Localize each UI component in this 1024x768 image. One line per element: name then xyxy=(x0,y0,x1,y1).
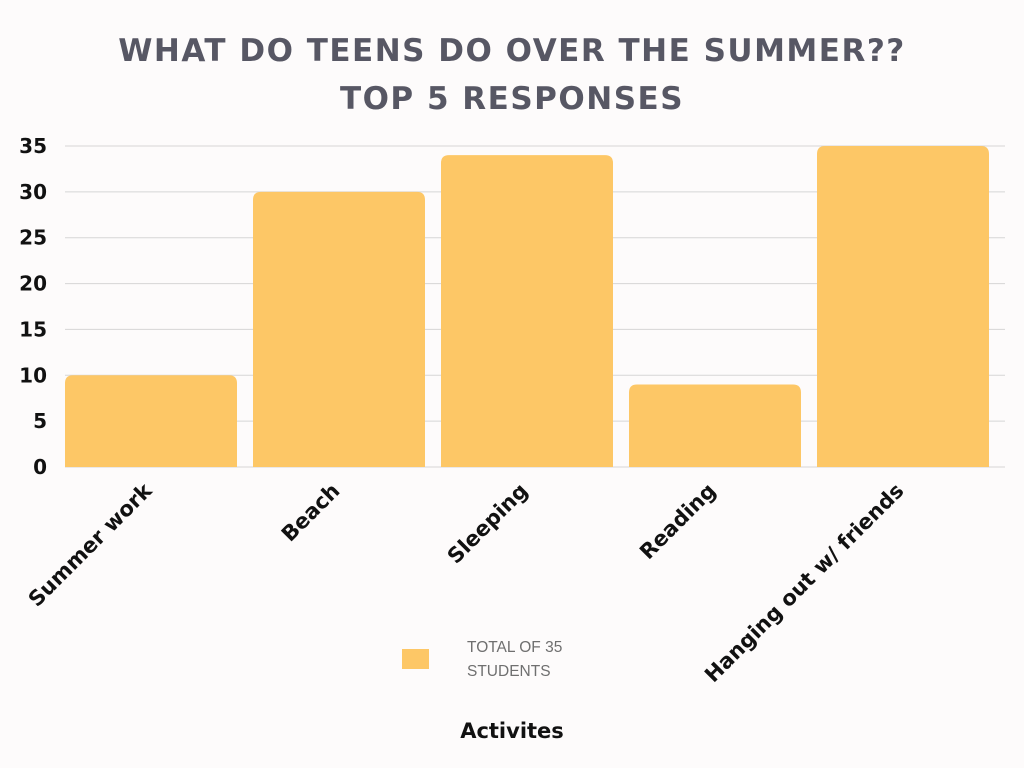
x-tick-label: Sleeping xyxy=(443,479,533,569)
bar-sleeping xyxy=(441,155,613,467)
bar-beach xyxy=(253,191,425,467)
y-tick-label: 0 xyxy=(33,455,47,479)
bars xyxy=(65,146,989,467)
y-tick-label: 30 xyxy=(19,180,47,204)
x-tick-label: Summer work xyxy=(24,478,158,612)
chart-title-line-1: WHAT DO TEENS DO OVER THE SUMMER?? xyxy=(118,33,906,69)
y-tick-label: 15 xyxy=(19,317,47,341)
y-tick-label: 10 xyxy=(19,363,47,387)
y-tick-label: 5 xyxy=(33,409,47,433)
legend-label: TOTAL OF 35 STUDENTS xyxy=(467,639,563,680)
chart-title-line-2: TOP 5 RESPONSES xyxy=(339,81,685,117)
x-axis-title: Activites xyxy=(460,719,564,743)
y-axis-tick-labels: 0 5 10 15 20 25 30 35 xyxy=(19,134,47,479)
x-tick-label: Beach xyxy=(277,479,345,547)
x-tick-label: Reading xyxy=(635,479,720,564)
y-tick-label: 35 xyxy=(19,134,47,158)
x-tick-label: Hanging out w/ friends xyxy=(700,479,908,687)
legend-swatch xyxy=(402,649,429,669)
y-tick-label: 25 xyxy=(19,226,47,250)
bar-reading xyxy=(629,384,801,467)
y-tick-label: 20 xyxy=(19,272,47,296)
bar-hanging-out-w-friends xyxy=(817,146,989,467)
bar-summer-work xyxy=(65,375,237,467)
